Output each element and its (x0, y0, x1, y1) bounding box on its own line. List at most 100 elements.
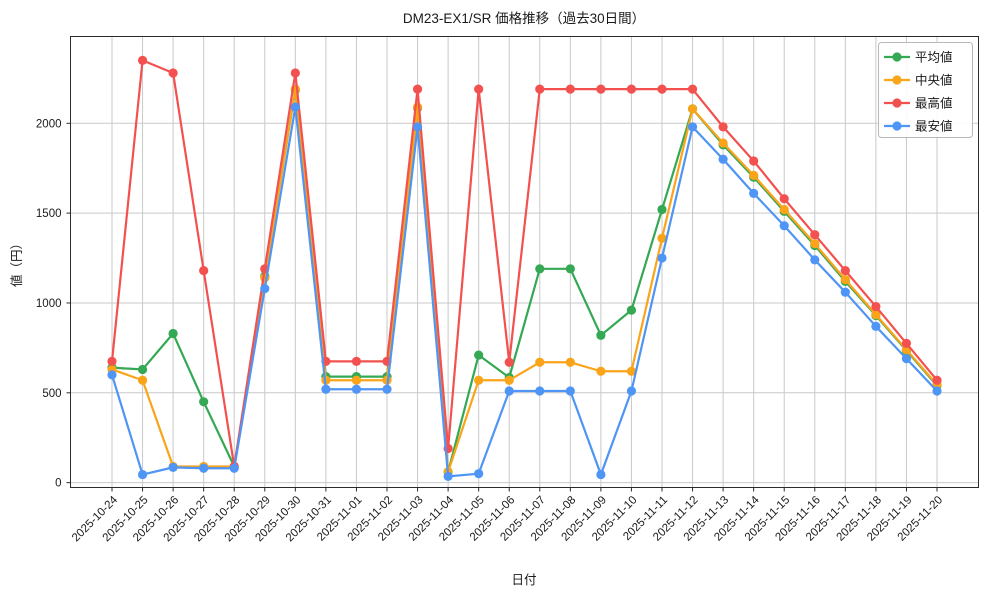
data-point (137, 469, 148, 480)
y-tick-label: 1000 (36, 298, 62, 310)
y-axis-label: 値（円） (9, 237, 24, 287)
data-point (137, 55, 148, 65)
data-point (565, 386, 575, 396)
data-point (657, 84, 667, 94)
data-point (168, 68, 178, 78)
data-point (504, 375, 514, 385)
data-point (687, 122, 698, 132)
data-point (901, 338, 912, 348)
data-point (107, 356, 117, 366)
data-point (749, 188, 759, 198)
x-axis-label: 日付 (511, 573, 536, 587)
data-point (840, 275, 850, 285)
data-point (474, 375, 484, 385)
plot-border (70, 36, 979, 488)
series-line (110, 88, 939, 473)
legend-label: 最高値 (915, 96, 953, 111)
data-point (657, 233, 667, 243)
data-point (474, 469, 484, 479)
data-point (351, 375, 362, 385)
data-point (351, 356, 362, 366)
y-tick-label: 2000 (36, 118, 62, 130)
data-point (718, 122, 728, 132)
data-point (474, 84, 484, 94)
legend-label: 平均値 (915, 50, 953, 65)
data-point (443, 471, 453, 481)
data-point (687, 104, 698, 114)
legend-item: 最安値 (884, 119, 953, 134)
data-point (596, 366, 606, 376)
data-point (137, 364, 148, 375)
data-point (901, 354, 912, 364)
data-point (107, 370, 117, 380)
x-tick-labels: 2025-10-242025-10-252025-10-262025-10-27… (70, 494, 945, 545)
legend-item: 平均値 (884, 50, 953, 65)
y-tick-labels: 0 500 1000 1500 2000 (36, 118, 62, 489)
legend-item: 中央値 (884, 73, 953, 88)
data-point (412, 122, 423, 132)
axis-ticks (66, 122, 938, 492)
data-point (749, 170, 759, 180)
legend-box (878, 42, 973, 138)
data-point (168, 462, 178, 472)
legend-label: 中央値 (915, 73, 953, 88)
data-point (260, 283, 270, 294)
data-point (718, 138, 728, 148)
data-point (810, 239, 820, 249)
data-point (779, 204, 789, 215)
data-point (626, 305, 637, 315)
data-point (626, 386, 637, 396)
y-tick-label: 1500 (36, 208, 62, 220)
data-point (290, 68, 300, 78)
data-point (290, 102, 300, 112)
data-point (749, 156, 759, 166)
series-line (110, 106, 939, 478)
data-point (565, 357, 575, 367)
series-line (110, 59, 939, 468)
data-point (474, 350, 484, 360)
data-point (657, 253, 667, 263)
grid-lines (70, 36, 979, 488)
data-point (596, 84, 606, 94)
data-point (535, 264, 545, 274)
data-series (107, 55, 942, 481)
data-point (626, 366, 637, 376)
legend-marker (892, 75, 902, 85)
legend-marker (892, 121, 902, 131)
data-point (840, 266, 850, 276)
data-point (810, 230, 820, 240)
data-point (871, 310, 881, 320)
chart-title: DM23-EX1/SR 価格推移（過去30日間） (403, 11, 645, 26)
data-point (535, 84, 545, 94)
data-point (871, 321, 881, 331)
data-point (199, 397, 209, 407)
data-point (810, 255, 820, 265)
legend-marker (892, 98, 902, 108)
data-point (199, 266, 209, 276)
data-point (596, 469, 606, 480)
data-point (779, 194, 789, 204)
y-tick-label: 0 (55, 478, 61, 490)
data-point (932, 386, 942, 396)
data-point (871, 301, 881, 312)
data-point (229, 463, 239, 473)
data-point (565, 264, 575, 274)
data-point (718, 154, 728, 164)
data-point (687, 84, 698, 94)
data-point (382, 384, 392, 394)
data-point (412, 84, 423, 94)
data-point (168, 328, 178, 339)
data-point (535, 357, 545, 367)
data-point (657, 204, 667, 215)
data-point (626, 84, 637, 94)
legend-label: 最安値 (915, 119, 953, 134)
data-point (535, 386, 545, 396)
data-point (596, 330, 606, 340)
data-point (504, 386, 514, 396)
data-point (351, 384, 362, 394)
data-point (840, 287, 850, 297)
data-point (321, 384, 331, 394)
